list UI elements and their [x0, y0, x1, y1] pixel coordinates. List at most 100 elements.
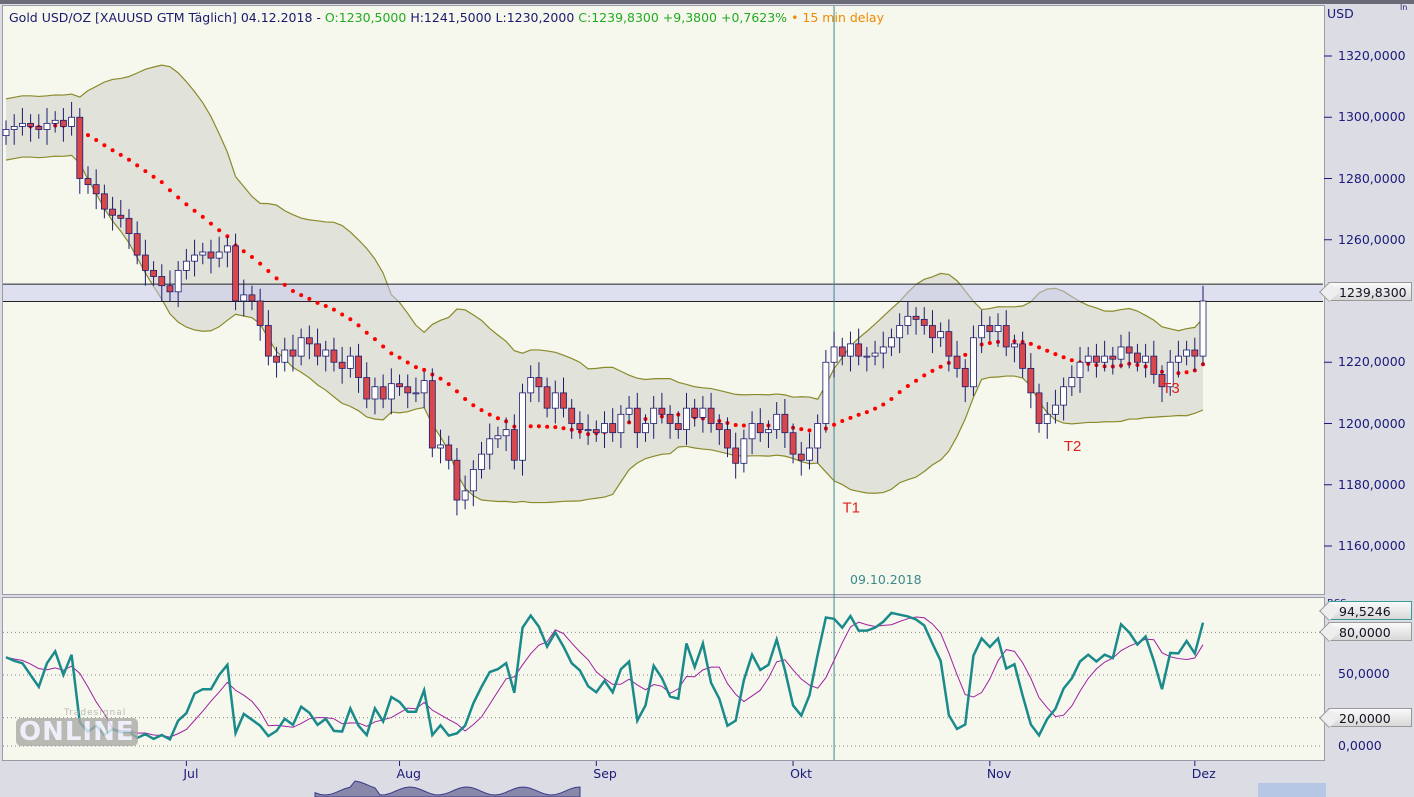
candle-body	[1175, 355, 1182, 363]
ma-dot	[200, 214, 205, 219]
oscillator-20-tag: 20,0000	[1328, 708, 1412, 727]
candle-body	[1101, 355, 1109, 363]
candle-body	[773, 413, 781, 431]
candle-body	[650, 407, 658, 424]
candle-body	[199, 251, 207, 256]
ma-dot	[348, 317, 353, 322]
month-tick-label: Aug	[396, 766, 421, 781]
candle-body	[289, 349, 297, 357]
candle-body	[1068, 377, 1076, 388]
candle-body	[568, 407, 576, 424]
ma-dot	[741, 423, 746, 428]
candle-body	[412, 392, 420, 395]
oscillator-50-label: 50,0000	[1338, 666, 1390, 681]
ma-dot	[897, 390, 902, 395]
candle-body	[633, 407, 641, 434]
candle-body	[576, 423, 584, 431]
candle-body	[683, 407, 690, 431]
ma-dot	[381, 344, 386, 349]
ma-dot	[438, 376, 443, 381]
candle-body	[1027, 367, 1035, 394]
ma-dot	[323, 304, 328, 309]
candle-body	[879, 346, 887, 354]
candle-body	[855, 343, 863, 357]
price-tick-label: 1260,0000	[1338, 231, 1406, 247]
window-top-bar	[0, 0, 1414, 4]
ma-dot	[561, 426, 566, 431]
ma-dot	[290, 289, 295, 294]
candle-body	[502, 429, 510, 437]
candle-body	[863, 355, 871, 358]
candle-body	[10, 126, 18, 130]
candle-body	[84, 178, 92, 186]
ma-dot	[397, 355, 402, 360]
watermark-logo: Tradesignal ONLINE	[12, 708, 138, 748]
candle-body	[822, 361, 830, 424]
candle-body	[658, 407, 666, 415]
ma-dot	[487, 412, 492, 417]
ma-dot	[405, 360, 410, 365]
candle-body	[970, 337, 977, 388]
candle-body	[125, 217, 133, 235]
candle-body	[888, 337, 895, 348]
month-tick-label: Jul	[183, 766, 199, 781]
candle-body	[1191, 349, 1199, 357]
candle-body	[986, 325, 994, 333]
candle-body	[929, 325, 936, 339]
ma-dot	[799, 427, 804, 432]
candle-body	[379, 386, 387, 400]
candle-body	[469, 469, 477, 492]
candle-body	[978, 325, 986, 339]
candle-body	[1142, 355, 1150, 363]
candle-body	[232, 245, 239, 302]
candle-body	[560, 392, 567, 409]
candle-body	[1002, 325, 1010, 348]
candle-body	[765, 429, 772, 434]
candle-body	[297, 337, 305, 357]
candle-body	[830, 346, 838, 363]
oscillator-80-tag: 80,0000	[1328, 622, 1412, 641]
ma-dot	[881, 402, 886, 407]
candle-body	[305, 337, 313, 345]
ma-dot	[479, 408, 484, 413]
candle-body	[478, 453, 485, 470]
ma-dot	[126, 157, 131, 162]
candle-body	[961, 367, 969, 388]
ma-dot	[249, 255, 254, 260]
ma-dot	[94, 137, 99, 142]
annotation-label: T2	[1064, 438, 1082, 455]
candle-body	[945, 331, 953, 357]
candle-body	[1199, 300, 1207, 357]
last-price-tag: 1239,8300	[1328, 282, 1412, 301]
ma-dot	[372, 337, 377, 342]
candle-body	[912, 315, 920, 320]
month-tick-label: Okt	[790, 766, 813, 781]
ma-dot	[495, 416, 500, 421]
oscillator-0-label: 0,0000	[1338, 738, 1382, 753]
candle-body	[445, 444, 453, 461]
candle-body	[806, 447, 813, 461]
candle-body	[1084, 355, 1092, 363]
candle-body	[117, 214, 125, 219]
candle-body	[387, 383, 395, 400]
annotation-label: T1	[842, 499, 860, 516]
scroll-area[interactable]	[1258, 783, 1326, 797]
price-tick-label: 1300,0000	[1338, 109, 1406, 125]
header-low: L:1230,2000	[495, 10, 575, 25]
candle-body	[363, 377, 371, 400]
instrument-title: Gold USD/OZ [XAUUSD GTM Täglich]	[9, 10, 237, 25]
ma-dot	[1061, 355, 1066, 360]
candle-body	[781, 413, 789, 434]
ma-dot	[176, 195, 181, 200]
candle-body	[141, 254, 149, 271]
ma-dot	[184, 202, 189, 207]
ma-dot	[356, 323, 361, 328]
candle-body	[248, 294, 256, 302]
ma-dot	[840, 419, 845, 424]
horizontal-zone	[3, 284, 1323, 302]
ma-dot	[389, 351, 394, 356]
candle-body	[1011, 343, 1018, 348]
scale-mode-icon[interactable]: ln	[1400, 3, 1408, 12]
candle-body	[158, 276, 166, 287]
